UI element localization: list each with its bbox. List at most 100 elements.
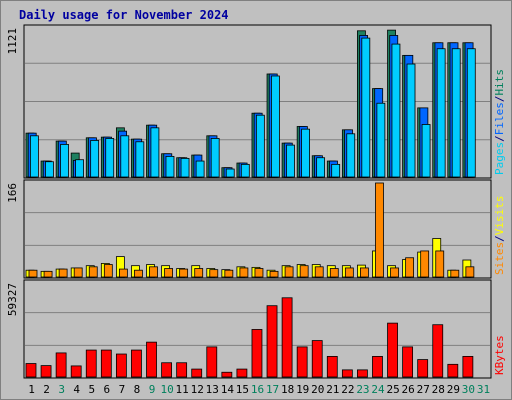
bar-kbytes-day-11 — [176, 362, 188, 378]
bar-sites-day-2 — [43, 270, 53, 278]
bar-sites-day-17 — [269, 270, 279, 278]
x-tick-label: 2 — [43, 383, 50, 396]
bar-pages-day-29 — [451, 48, 461, 178]
bar-sites-day-23 — [360, 267, 369, 278]
x-tick-label: 7 — [119, 383, 126, 396]
panel-bottom-max-label: 59327 — [6, 283, 19, 316]
bar-pages-day-4 — [75, 159, 84, 178]
bar-pages-day-19 — [301, 128, 310, 178]
panel-bottom: 59327 KBytes — [6, 279, 506, 379]
bar-kbytes-day-1 — [25, 363, 37, 378]
bar-kbytes-day-3 — [55, 352, 67, 378]
bar-pages-day-27 — [421, 124, 431, 178]
bar-kbytes-day-5 — [85, 349, 97, 378]
x-tick-label: 3 — [58, 383, 65, 396]
bar-pages-day-17 — [271, 75, 280, 178]
x-tick-label: 20 — [311, 383, 324, 396]
panel-top-legend: Pages/Files/Hits — [493, 69, 506, 175]
bar-pages-day-15 — [240, 163, 250, 178]
bar-kbytes-day-24 — [372, 356, 383, 378]
bar-kbytes-day-9 — [146, 341, 157, 378]
legend-separator: / — [493, 235, 506, 242]
bar-pages-day-14 — [225, 168, 235, 178]
x-axis-labels: 1 2 3 4 5 6 7 8 9 10 11 12 13 14 15 16 17 18 19 20 21 22 23 24 2… — [28, 383, 490, 396]
bar-sites-day-14 — [224, 269, 234, 278]
bar-pages-day-9 — [150, 127, 160, 178]
legend-entry-hits: Hits — [493, 69, 506, 96]
legend-separator: / — [493, 96, 506, 103]
bar-pages-day-11 — [180, 157, 190, 178]
bar-pages-day-5 — [90, 140, 100, 178]
bar-kbytes-day-20 — [311, 340, 323, 378]
bar-kbytes-day-19 — [296, 346, 308, 378]
x-tick-label: 25 — [386, 383, 399, 396]
legend-entry-pages: Pages — [493, 142, 506, 175]
bar-pages-day-10 — [165, 155, 175, 178]
bar-kbytes-day-6 — [100, 349, 112, 378]
bar-kbytes-day-30 — [462, 356, 474, 378]
bar-sites-day-10 — [164, 268, 173, 278]
bar-sites-day-28 — [435, 250, 445, 278]
bar-sites-day-30 — [465, 266, 475, 278]
legend-entry-kbytes: KBytes — [493, 335, 506, 375]
bar-sites-day-5 — [88, 266, 98, 278]
bar-sites-day-8 — [134, 269, 143, 278]
bar-kbytes-day-27 — [417, 359, 429, 378]
x-tick-label: 15 — [236, 383, 249, 396]
bar-pages-day-2 — [45, 161, 54, 178]
bar-sites-day-19 — [299, 265, 309, 278]
bar-pages-day-28 — [436, 48, 446, 178]
bar-kbytes-day-23 — [357, 369, 368, 378]
bar-sites-day-12 — [194, 268, 204, 278]
bar-kbytes-day-21 — [326, 356, 338, 378]
bar-kbytes-day-7 — [115, 353, 127, 378]
bar-sites-day-13 — [209, 269, 219, 278]
legend-entry-sites: Sites — [493, 242, 506, 275]
bar-pages-day-21 — [331, 163, 341, 178]
bar-sites-day-6 — [103, 264, 113, 278]
legend-entry-visits: Visits — [493, 196, 506, 236]
bar-sites-day-7 — [118, 268, 128, 278]
bar-sites-day-18 — [284, 266, 294, 278]
x-tick-label: 27 — [417, 383, 430, 396]
bar-pages-day-25 — [391, 43, 401, 178]
bar-sites-day-11 — [179, 268, 189, 278]
bar-sites-day-22 — [344, 267, 354, 278]
x-tick-label: 31 — [477, 383, 490, 396]
bar-kbytes-day-2 — [40, 365, 52, 378]
bar-sites-day-26 — [405, 257, 415, 278]
bar-kbytes-day-26 — [402, 346, 414, 378]
chart-panels: 1121Pages/Files/Hits166Sites/Visits59327… — [6, 24, 506, 379]
bar-pages-day-18 — [286, 144, 295, 178]
x-tick-label: 23 — [356, 383, 369, 396]
bar-kbytes-day-22 — [341, 369, 353, 378]
bar-sites-day-29 — [450, 269, 460, 278]
bar-pages-day-3 — [60, 144, 69, 178]
bar-kbytes-day-29 — [447, 363, 459, 378]
bar-pages-day-13 — [210, 138, 220, 178]
bar-sites-day-25 — [390, 267, 399, 278]
bar-kbytes-day-17 — [266, 305, 278, 378]
x-tick-label: 13 — [206, 383, 219, 396]
bar-kbytes-day-25 — [387, 322, 398, 378]
x-tick-label: 30 — [462, 383, 475, 396]
bar-pages-day-7 — [120, 135, 130, 178]
bar-kbytes-day-18 — [281, 297, 293, 378]
bar-pages-day-22 — [346, 133, 356, 178]
bar-sites-day-21 — [329, 268, 339, 278]
bar-sites-day-20 — [314, 266, 324, 278]
bar-pages-day-20 — [316, 157, 326, 178]
panel-bottom-legend: KBytes — [493, 335, 506, 375]
x-tick-label: 1 — [28, 383, 35, 396]
x-tick-label: 5 — [88, 383, 95, 396]
x-tick-label: 16 — [251, 383, 264, 396]
bar-kbytes-day-4 — [70, 365, 82, 378]
x-tick-label: 12 — [191, 383, 204, 396]
bar-pages-day-30 — [466, 48, 476, 178]
x-tick-label: 29 — [447, 383, 460, 396]
x-tick-label: 6 — [104, 383, 111, 396]
x-tick-label: 4 — [73, 383, 80, 396]
bar-sites-day-1 — [28, 269, 38, 278]
